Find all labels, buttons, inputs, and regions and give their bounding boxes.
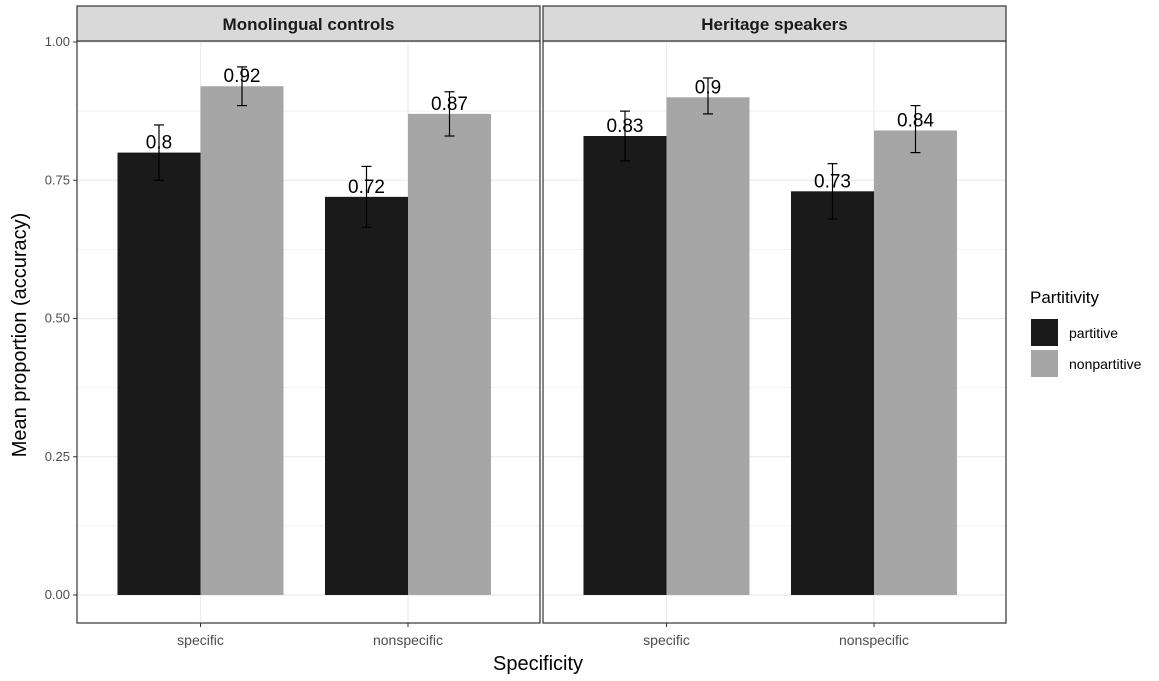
bar-nonpartitive-nonspecific [408,113,491,595]
bar-partitive-specific [117,152,201,595]
y-tick-label: 0.50 [45,311,70,326]
bar-nonpartitive-specific [200,86,284,596]
x-tick-label: nonspecific [373,632,443,648]
legend-label-nonpartitive: nonpartitive [1069,356,1142,372]
y-tick-label: 1.00 [45,34,70,49]
facet-strip-label: Monolingual controls [223,15,395,34]
data-label: 0.72 [348,177,385,198]
x-axis-title: Specificity [493,653,583,675]
data-label: 0.8 [146,133,172,154]
bar-partitive-nonspecific [325,196,408,595]
legend-label-partitive: partitive [1069,325,1118,341]
x-tick-label: nonspecific [839,632,909,648]
data-label: 0.87 [431,94,468,115]
data-label: 0.83 [607,116,644,137]
data-label: 0.73 [814,171,851,192]
legend: Partitivity partitive nonpartitive [1030,288,1142,377]
x-tick-label: specific [177,632,224,648]
data-label: 0.84 [897,110,934,131]
data-label: 0.9 [695,77,721,98]
data-label: 0.92 [224,66,261,87]
y-axis-title: Mean proportion (accuracy) [9,213,31,458]
x-tick-label: specific [643,632,690,648]
bar-nonpartitive-specific [666,97,750,596]
panel-heritage: 0.83 0.73 0.9 0.84 Heritage speakers specific… [542,5,1007,648]
bar-partitive-nonspecific [791,191,874,595]
y-tick-label: 0.25 [45,449,70,464]
facet-strip [76,5,541,42]
facet-strip [542,5,1007,42]
y-tick-label: 0.00 [45,587,70,602]
legend-title: Partitivity [1030,288,1099,307]
panels-layer: 0.00 0.25 0.50 0.75 1.00 0.8 0.72 0.92 0.87 Monol… [45,5,1007,648]
y-tick-label: 0.75 [45,172,70,187]
legend-swatch-partitive [1031,319,1058,346]
bar-partitive-specific [583,136,667,595]
bar-nonpartitive-nonspecific [874,130,957,596]
panel-monolingual: 0.8 0.72 0.92 0.87 Monolingual controls speci… [76,5,541,648]
facet-strip-label: Heritage speakers [701,15,847,34]
legend-swatch-nonpartitive [1031,350,1058,377]
